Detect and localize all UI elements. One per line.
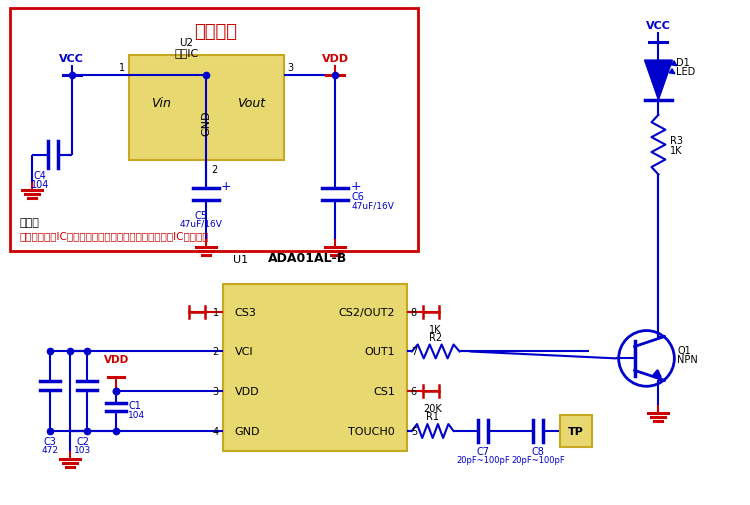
Text: R1: R1 bbox=[426, 411, 439, 421]
Text: 电源部分: 电源部分 bbox=[194, 23, 238, 41]
Text: C7: C7 bbox=[477, 446, 490, 456]
Text: 6: 6 bbox=[411, 386, 417, 396]
Text: Vin: Vin bbox=[152, 96, 171, 110]
Polygon shape bbox=[644, 61, 672, 100]
Text: CS3: CS3 bbox=[235, 307, 256, 317]
Text: VCI: VCI bbox=[235, 347, 254, 357]
Text: 如果供给触摸IC的电源电压是稳定的，则可以去掉稳压IC电路部分: 如果供给触摸IC的电源电压是稳定的，则可以去掉稳压IC电路部分 bbox=[20, 231, 209, 241]
Text: 3: 3 bbox=[287, 63, 293, 73]
Text: U1: U1 bbox=[232, 255, 248, 265]
Text: CS2/OUT2: CS2/OUT2 bbox=[338, 307, 395, 317]
Text: C4: C4 bbox=[34, 171, 46, 181]
Bar bbox=[10, 9, 418, 251]
Text: 1: 1 bbox=[119, 63, 125, 73]
Bar bbox=[129, 56, 284, 160]
Text: 2: 2 bbox=[212, 347, 219, 357]
Text: 47uF/16V: 47uF/16V bbox=[351, 201, 394, 211]
Text: 3: 3 bbox=[213, 386, 219, 396]
Text: VDD: VDD bbox=[104, 355, 129, 365]
Text: C6: C6 bbox=[351, 192, 364, 202]
Text: 1: 1 bbox=[213, 307, 219, 317]
Text: +: + bbox=[220, 179, 232, 192]
Text: 20pF~100pF: 20pF~100pF bbox=[457, 455, 510, 464]
Text: 20pF~100pF: 20pF~100pF bbox=[512, 455, 565, 464]
Text: VCC: VCC bbox=[646, 21, 670, 31]
Text: ADA01AL-B: ADA01AL-B bbox=[268, 251, 346, 265]
Text: +: + bbox=[350, 179, 361, 192]
Text: GND: GND bbox=[235, 426, 260, 436]
Text: VDD: VDD bbox=[235, 386, 260, 396]
Text: 104: 104 bbox=[128, 410, 146, 419]
Text: 说明：: 说明： bbox=[20, 218, 40, 228]
Text: 20K: 20K bbox=[423, 403, 442, 413]
Text: R3: R3 bbox=[670, 135, 683, 145]
Text: C8: C8 bbox=[532, 446, 544, 456]
Text: C1: C1 bbox=[128, 400, 141, 411]
Text: TOUCH0: TOUCH0 bbox=[348, 426, 395, 436]
Text: 104: 104 bbox=[31, 180, 49, 190]
Text: C5: C5 bbox=[194, 211, 208, 221]
Text: 1K: 1K bbox=[430, 324, 442, 334]
Text: Q1: Q1 bbox=[677, 346, 691, 356]
Text: 103: 103 bbox=[74, 445, 92, 454]
Text: C2: C2 bbox=[76, 436, 89, 446]
Text: 4: 4 bbox=[213, 426, 219, 436]
Text: D1: D1 bbox=[676, 58, 690, 68]
Text: 5: 5 bbox=[411, 426, 417, 436]
Text: 2: 2 bbox=[211, 165, 218, 175]
Text: OUT1: OUT1 bbox=[364, 347, 395, 357]
Text: 1K: 1K bbox=[670, 145, 682, 155]
Text: LED: LED bbox=[676, 67, 695, 77]
Text: 7: 7 bbox=[411, 347, 417, 357]
Bar bbox=[223, 284, 406, 451]
Text: CS1: CS1 bbox=[373, 386, 395, 396]
Bar bbox=[560, 415, 592, 447]
Text: TP: TP bbox=[568, 426, 584, 436]
Text: 8: 8 bbox=[411, 307, 417, 317]
Text: U2: U2 bbox=[179, 38, 194, 48]
Text: VDD: VDD bbox=[322, 54, 349, 64]
Text: 47uF/16V: 47uF/16V bbox=[179, 219, 223, 228]
Text: R2: R2 bbox=[429, 332, 442, 342]
Text: VCC: VCC bbox=[59, 54, 84, 64]
Text: C3: C3 bbox=[44, 436, 56, 446]
Text: NPN: NPN bbox=[677, 355, 698, 365]
Text: 稳压IC: 稳压IC bbox=[175, 48, 199, 58]
Text: Vout: Vout bbox=[238, 96, 266, 110]
Text: GND: GND bbox=[202, 110, 211, 136]
Text: 472: 472 bbox=[41, 445, 58, 454]
